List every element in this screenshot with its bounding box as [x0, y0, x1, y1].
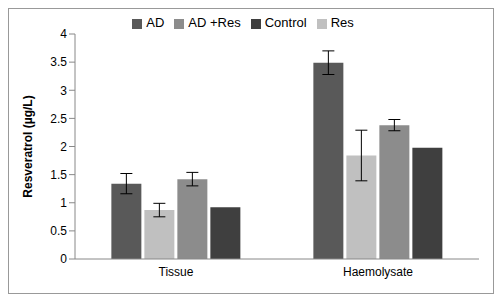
svg-text:Tissue: Tissue [159, 265, 194, 279]
svg-text:1.5: 1.5 [50, 168, 67, 182]
html-text:AD: AD [146, 15, 165, 30]
svg-text:4: 4 [60, 27, 67, 41]
svg-text:0: 0 [60, 252, 67, 266]
svg-text:2.5: 2.5 [50, 112, 67, 126]
svg-text:2: 2 [60, 140, 67, 154]
svg-text:3: 3 [60, 84, 67, 98]
svg-text:0.5: 0.5 [50, 224, 67, 238]
svg-text:Haemolysate: Haemolysate [343, 265, 413, 279]
html-text:Control: Control [264, 15, 307, 30]
svg-text:3.5: 3.5 [50, 55, 67, 69]
svg-text:Resveratrol (µg/L): Resveratrol (µg/L) [21, 95, 35, 197]
html-text:Res: Res [330, 15, 354, 30]
svg-text:1: 1 [60, 196, 67, 210]
html-text:AD +Res: AD +Res [188, 15, 241, 30]
